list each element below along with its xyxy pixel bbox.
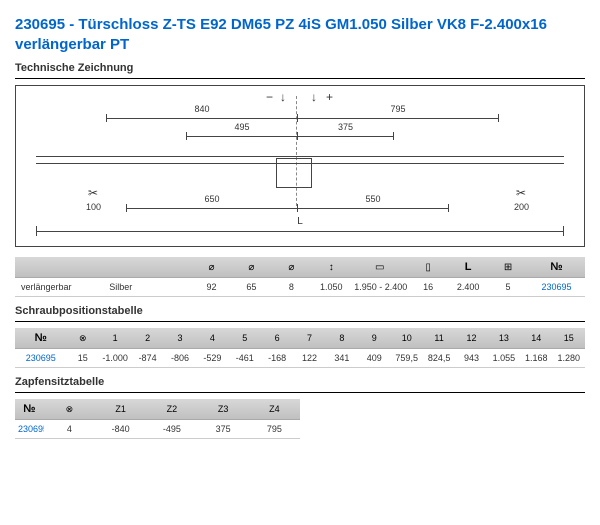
spec-table: ⌀ ⌀ ⌀ ↕ ▭ ▯ L ⊞ № verlängerbar Silber 92… <box>15 257 585 297</box>
col-sym: ⊞ <box>488 257 528 278</box>
col-type <box>15 257 103 278</box>
technical-drawing: − ↓ ↓ + 840 795 495 375 ✂ 100 ✂ 200 650 … <box>15 85 585 247</box>
col-header: № <box>15 399 44 420</box>
cell: 1.280 <box>552 349 585 368</box>
col-header: ⊗ <box>44 399 95 420</box>
col-header: Z1 <box>95 399 146 420</box>
col-header: 7 <box>293 328 325 349</box>
dim-100: 100 <box>86 202 101 212</box>
cell: 824,5 <box>423 349 455 368</box>
col-header: Z2 <box>146 399 197 420</box>
col-sym: ↕ <box>311 257 351 278</box>
divider <box>15 78 585 79</box>
screw-icon: ↓ <box>311 90 317 104</box>
cell: 92 <box>192 278 232 297</box>
cell: 65 <box>231 278 271 297</box>
dim-L: L <box>37 216 563 227</box>
col-header: 1 <box>99 328 131 349</box>
col-header: ⊗ <box>67 328 99 349</box>
pins-heading: Zapfensitztabelle <box>15 376 585 388</box>
col-sym: ⌀ <box>271 257 311 278</box>
plus-icon: + <box>326 90 333 104</box>
cell: 4 <box>44 420 95 439</box>
cell: 1.055 <box>488 349 520 368</box>
cell: 943 <box>455 349 487 368</box>
cell: Silber <box>103 278 191 297</box>
screw-icon: ↓ <box>280 90 286 104</box>
col-header: 5 <box>229 328 261 349</box>
dim-840: 840 <box>107 104 297 114</box>
dim-495: 495 <box>187 122 297 132</box>
minus-icon: − <box>266 90 273 104</box>
col-header: 12 <box>455 328 487 349</box>
cell: 5 <box>488 278 528 297</box>
screw-table: №⊗123456789101112131415 23069515-1.000-8… <box>15 328 585 368</box>
divider <box>15 392 585 393</box>
col-header: 10 <box>391 328 423 349</box>
cell: -495 <box>146 420 197 439</box>
cell: 1.950 - 2.400 <box>351 278 408 297</box>
cell[interactable]: 230695 <box>15 420 44 439</box>
cell: 8 <box>271 278 311 297</box>
cell: verlängerbar <box>15 278 103 297</box>
col-header: Z3 <box>198 399 249 420</box>
cell: -461 <box>229 349 261 368</box>
scissor-icon: ✂ <box>516 186 526 200</box>
cell: 795 <box>249 420 300 439</box>
col-header: 6 <box>261 328 293 349</box>
cell: 375 <box>198 420 249 439</box>
cell: 1.050 <box>311 278 351 297</box>
scissor-icon: ✂ <box>88 186 98 200</box>
cell: 759,5 <box>391 349 423 368</box>
cell: 16 <box>408 278 448 297</box>
cell[interactable]: 230695 <box>15 349 67 368</box>
col-num: № <box>528 257 585 278</box>
dim-200: 200 <box>514 202 529 212</box>
dim-650: 650 <box>127 194 297 204</box>
product-link[interactable]: 230695 <box>528 278 585 297</box>
cell: -874 <box>131 349 163 368</box>
col-header: 4 <box>196 328 228 349</box>
col-sym: ⌀ <box>192 257 232 278</box>
pin-table: №⊗Z1Z2Z3Z4 2306954-840-495375795 <box>15 399 300 439</box>
cell: -806 <box>164 349 196 368</box>
col-header: 2 <box>131 328 163 349</box>
col-header: 15 <box>552 328 585 349</box>
col-header: 13 <box>488 328 520 349</box>
cell: 122 <box>293 349 325 368</box>
col-L: L <box>448 257 488 278</box>
col-color <box>103 257 191 278</box>
cell: 15 <box>67 349 99 368</box>
cell: 1.168 <box>520 349 552 368</box>
col-sym: ⌀ <box>231 257 271 278</box>
col-sym: ▭ <box>351 257 408 278</box>
col-header: 8 <box>326 328 358 349</box>
col-sym: ▯ <box>408 257 448 278</box>
cell: 409 <box>358 349 390 368</box>
cell: 341 <box>326 349 358 368</box>
product-title: 230695 - Türschloss Z-TS E92 DM65 PZ 4iS… <box>15 15 585 54</box>
col-header: 14 <box>520 328 552 349</box>
cell: -840 <box>95 420 146 439</box>
cell: 2.400 <box>448 278 488 297</box>
col-header: 3 <box>164 328 196 349</box>
col-header: № <box>15 328 67 349</box>
screws-heading: Schraubpositionstabelle <box>15 305 585 317</box>
col-header: Z4 <box>249 399 300 420</box>
cell: -168 <box>261 349 293 368</box>
col-header: 11 <box>423 328 455 349</box>
dim-795: 795 <box>298 104 498 114</box>
divider <box>15 321 585 322</box>
col-header: 9 <box>358 328 390 349</box>
drawing-heading: Technische Zeichnung <box>15 62 585 74</box>
cell: -529 <box>196 349 228 368</box>
cell: -1.000 <box>99 349 131 368</box>
dim-375: 375 <box>298 122 393 132</box>
dim-550: 550 <box>298 194 448 204</box>
